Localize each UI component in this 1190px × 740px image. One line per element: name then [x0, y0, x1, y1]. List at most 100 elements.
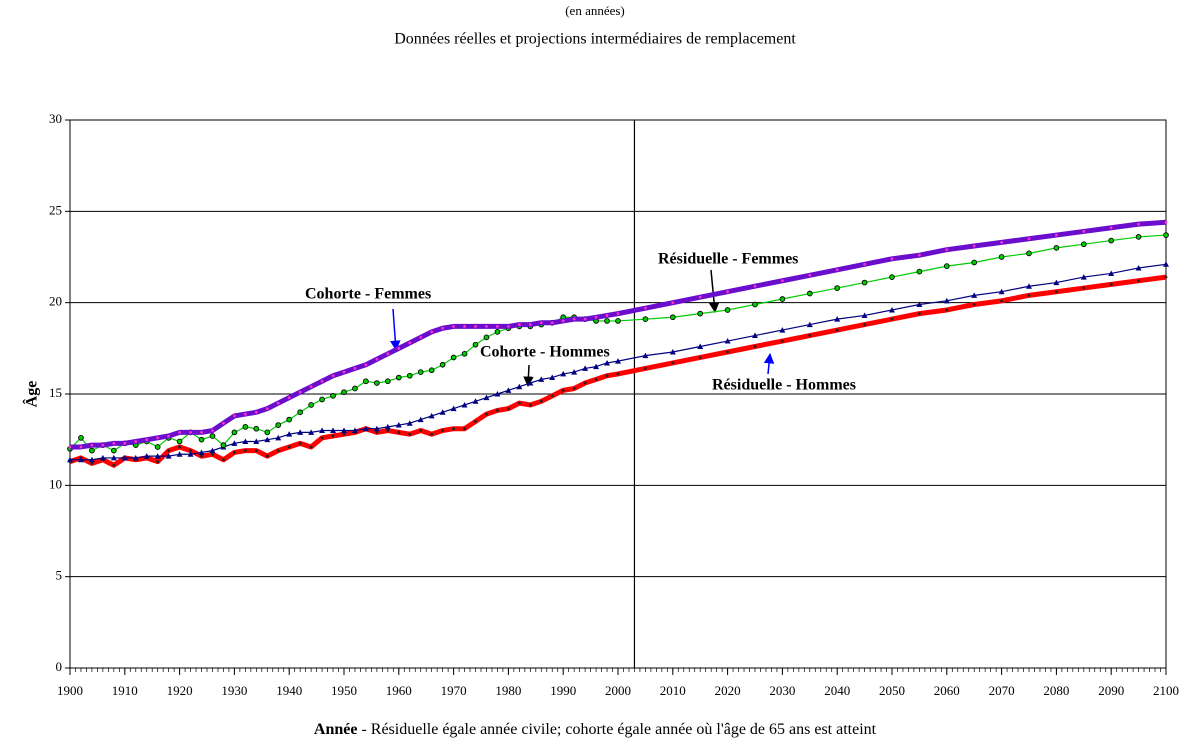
- marker: [364, 363, 368, 367]
- marker: [561, 388, 565, 392]
- marker: [308, 429, 315, 435]
- marker: [363, 378, 369, 385]
- marker: [485, 412, 488, 416]
- marker: [571, 369, 578, 375]
- marker: [1108, 237, 1115, 244]
- marker: [167, 449, 171, 453]
- marker: [375, 357, 379, 361]
- marker: [441, 326, 445, 330]
- marker: [594, 315, 598, 319]
- marker: [461, 401, 468, 408]
- marker: [806, 290, 813, 297]
- marker: [298, 390, 302, 394]
- marker: [726, 350, 729, 354]
- y-tick-label: 20: [49, 294, 62, 309]
- marker: [430, 432, 434, 436]
- marker: [156, 460, 160, 463]
- x-tick-label: 2100: [1153, 683, 1179, 698]
- marker: [539, 399, 543, 403]
- marker: [276, 449, 280, 453]
- marker: [972, 244, 976, 248]
- marker: [998, 288, 1005, 295]
- marker: [572, 317, 576, 321]
- arrow: [763, 352, 775, 375]
- series-line: [69, 274, 1167, 468]
- marker: [101, 443, 105, 447]
- y-tick-label: 15: [49, 385, 62, 400]
- y-tick-label: 10: [49, 476, 62, 491]
- marker: [834, 285, 841, 291]
- marker: [386, 352, 390, 356]
- marker: [428, 412, 435, 419]
- marker: [209, 433, 216, 439]
- marker: [309, 445, 313, 449]
- marker: [472, 341, 479, 348]
- marker: [308, 402, 314, 408]
- marker: [319, 427, 326, 434]
- marker: [123, 441, 127, 445]
- marker: [132, 454, 139, 461]
- marker: [698, 356, 702, 359]
- marker: [605, 314, 609, 317]
- marker: [253, 425, 260, 432]
- marker: [1164, 220, 1168, 224]
- marker: [726, 290, 729, 294]
- marker: [1163, 261, 1169, 267]
- x-tick-label: 2010: [660, 683, 686, 698]
- x-tick-label: 2030: [769, 683, 795, 698]
- marker: [753, 284, 757, 288]
- marker: [1082, 286, 1086, 290]
- marker: [231, 440, 238, 446]
- marker: [496, 409, 499, 412]
- marker: [222, 458, 225, 462]
- marker: [753, 345, 757, 348]
- marker: [1000, 240, 1003, 244]
- marker: [538, 376, 545, 382]
- series-label: Cohorte - Femmes: [305, 286, 431, 303]
- marker: [890, 317, 894, 321]
- marker: [752, 301, 758, 308]
- marker: [517, 401, 521, 405]
- marker: [265, 454, 269, 458]
- marker: [724, 307, 731, 313]
- marker: [644, 367, 647, 370]
- x-tick-label: 2080: [1043, 683, 1069, 698]
- marker: [397, 430, 401, 434]
- marker: [1000, 299, 1003, 303]
- marker: [406, 372, 413, 379]
- marker: [264, 429, 271, 436]
- marker: [397, 346, 401, 350]
- marker: [604, 318, 610, 324]
- marker: [167, 434, 171, 438]
- marker: [450, 405, 457, 412]
- marker: [834, 316, 841, 322]
- marker: [971, 292, 978, 298]
- marker: [419, 335, 423, 339]
- y-tick-label: 25: [49, 202, 62, 217]
- marker: [1055, 290, 1058, 294]
- marker: [779, 327, 786, 333]
- marker: [341, 389, 347, 396]
- marker: [156, 436, 160, 440]
- marker: [439, 361, 446, 368]
- marker: [220, 442, 227, 448]
- marker: [644, 306, 647, 310]
- marker: [1109, 226, 1113, 230]
- series-label: Résiduelle - Hommes: [712, 377, 856, 394]
- marker: [242, 424, 249, 430]
- marker: [483, 334, 490, 341]
- marker: [342, 432, 346, 436]
- marker: [517, 323, 521, 326]
- marker: [781, 279, 784, 283]
- x-tick-label: 1900: [57, 683, 83, 698]
- marker: [943, 297, 950, 304]
- marker: [971, 259, 978, 266]
- x-axis-label-bold: Année: [314, 721, 358, 738]
- y-tick-label: 5: [56, 568, 63, 583]
- marker: [112, 441, 116, 445]
- marker: [297, 429, 304, 435]
- marker: [330, 392, 336, 399]
- x-tick-label: 1940: [276, 683, 302, 698]
- marker: [615, 318, 621, 324]
- marker: [254, 410, 258, 414]
